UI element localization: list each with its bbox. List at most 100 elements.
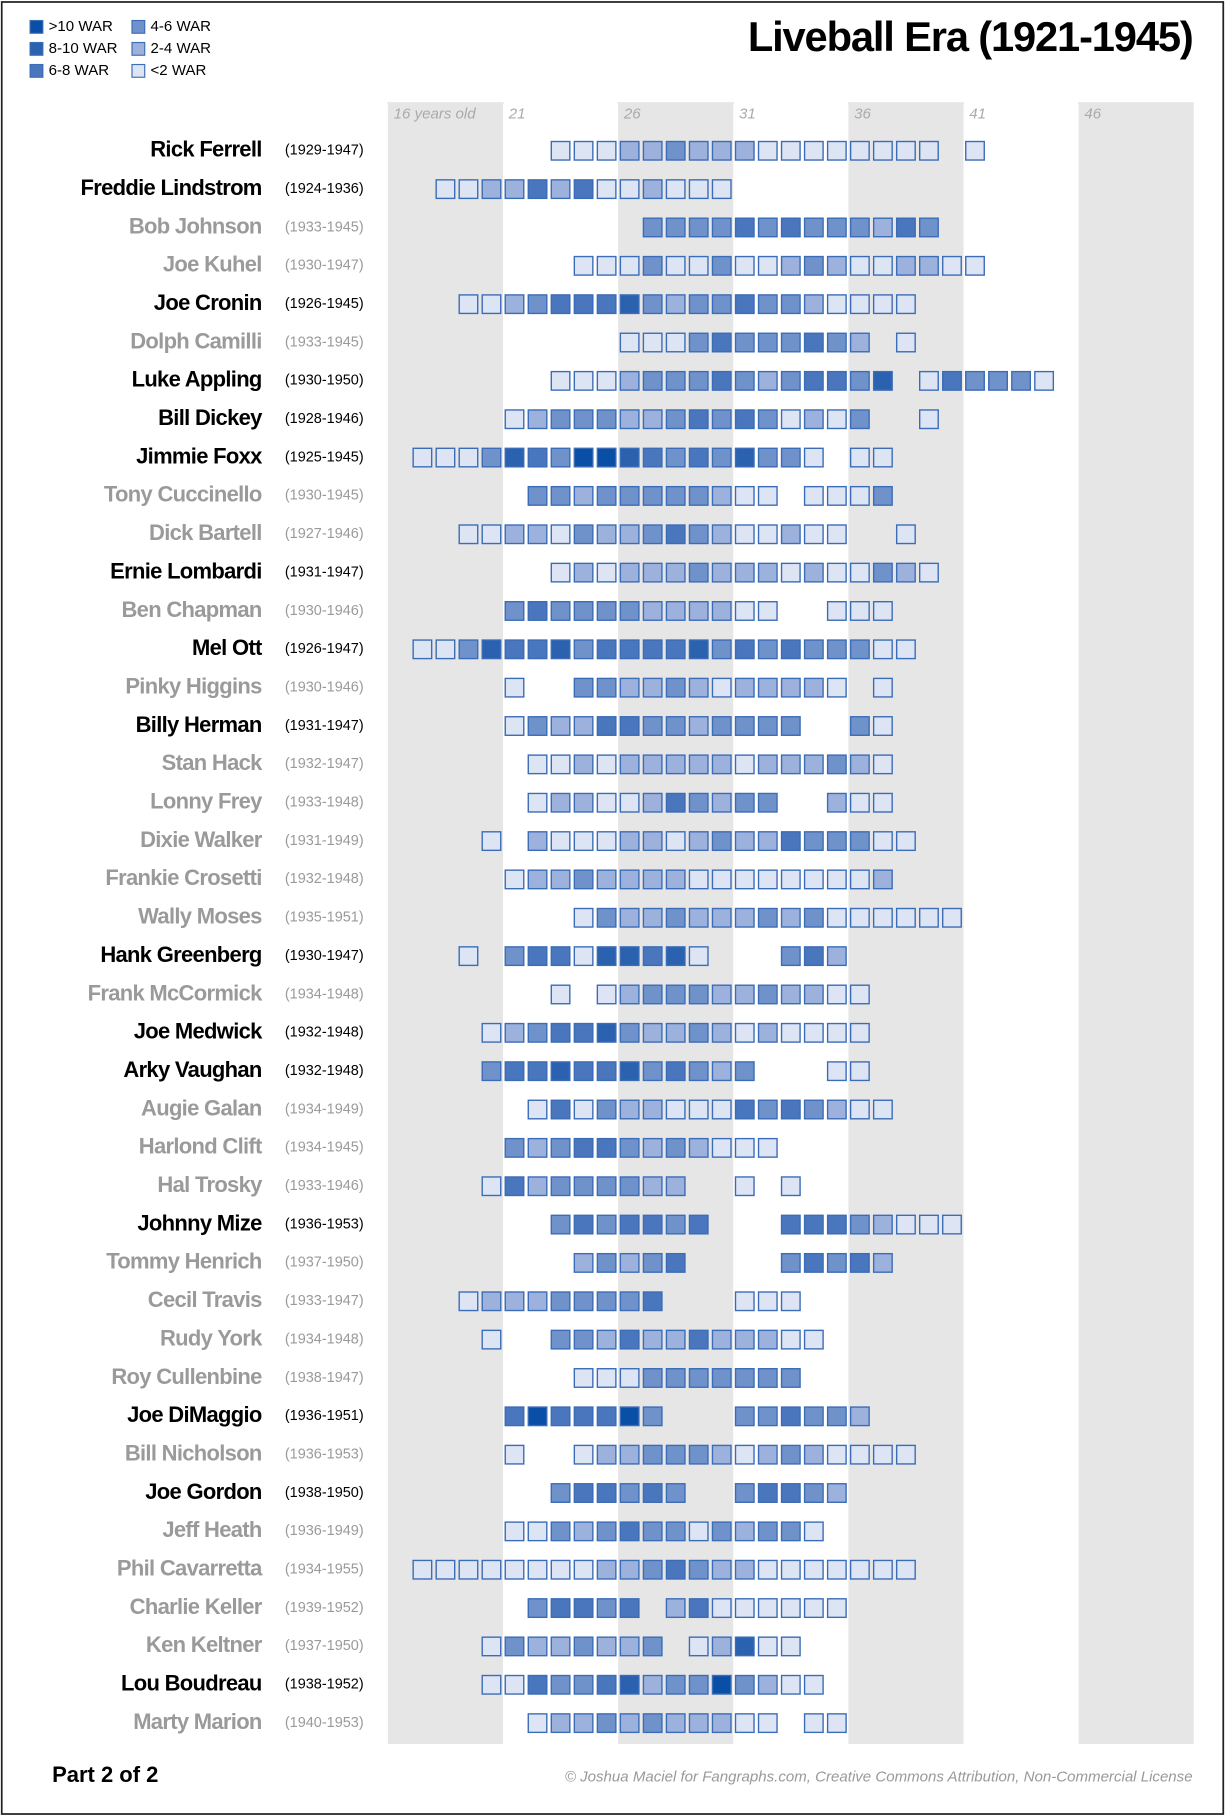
season-box xyxy=(826,1598,847,1619)
season-box xyxy=(550,1636,571,1657)
season-box xyxy=(573,716,594,736)
season-box xyxy=(550,179,571,200)
season-box xyxy=(826,792,847,813)
season-box xyxy=(665,1598,686,1619)
season-box xyxy=(711,332,732,353)
season-box xyxy=(665,294,686,315)
player-years: (1938-1950) xyxy=(285,1485,364,1501)
season-box xyxy=(965,140,985,161)
season-box xyxy=(872,907,893,928)
player-name: Joe Gordon xyxy=(145,1479,262,1504)
season-box xyxy=(596,1176,617,1197)
season-box xyxy=(780,332,801,353)
season-box xyxy=(596,907,617,928)
player-years: (1931-1947) xyxy=(285,718,364,734)
legend-label: 2-4 WAR xyxy=(151,40,212,57)
season-box xyxy=(734,1713,755,1734)
season-box xyxy=(780,831,801,852)
season-box xyxy=(665,370,686,391)
season-box xyxy=(619,1137,640,1158)
season-box xyxy=(826,1099,847,1120)
season-box xyxy=(458,1559,479,1580)
season-box xyxy=(849,716,870,736)
season-box xyxy=(619,1176,640,1197)
season-box xyxy=(527,792,548,813)
player-years: (1934-1949) xyxy=(285,1101,364,1117)
season-box xyxy=(849,562,870,583)
season-box xyxy=(711,1521,732,1542)
season-box xyxy=(803,409,824,430)
season-box xyxy=(918,907,939,928)
season-box xyxy=(642,1674,663,1695)
season-box xyxy=(596,754,617,775)
season-box xyxy=(734,1061,755,1082)
season-box xyxy=(665,1521,686,1542)
season-box xyxy=(803,1022,824,1043)
season-box xyxy=(849,1559,870,1580)
player-name: Lonny Frey xyxy=(150,789,263,814)
season-box xyxy=(458,179,479,200)
season-box xyxy=(826,370,847,391)
season-box xyxy=(826,601,847,621)
season-box xyxy=(642,639,663,660)
player-name: Cecil Travis xyxy=(148,1287,262,1312)
player-name: Rick Ferrell xyxy=(150,137,261,162)
season-box xyxy=(665,677,686,698)
season-box xyxy=(872,831,893,852)
season-box xyxy=(872,447,893,468)
season-box xyxy=(596,677,617,698)
season-box xyxy=(504,677,525,698)
season-box xyxy=(711,370,732,391)
season-box xyxy=(734,907,755,928)
season-box xyxy=(504,1521,525,1542)
season-box xyxy=(711,1636,732,1657)
legend-swatch xyxy=(29,19,44,34)
season-box xyxy=(757,1406,778,1427)
season-box xyxy=(780,140,801,161)
season-box xyxy=(642,1521,663,1542)
season-box xyxy=(826,217,847,238)
season-box xyxy=(872,754,893,775)
season-box xyxy=(849,601,870,621)
season-box xyxy=(481,1061,502,1082)
season-box xyxy=(527,1176,548,1197)
season-box xyxy=(665,485,686,506)
season-box xyxy=(803,1406,824,1427)
season-box xyxy=(711,869,732,890)
season-box xyxy=(642,831,663,852)
season-box xyxy=(573,792,594,813)
season-box xyxy=(573,1636,594,1657)
season-box xyxy=(412,639,433,660)
season-box xyxy=(711,1713,732,1734)
season-box xyxy=(596,1137,617,1158)
season-box xyxy=(826,140,847,161)
season-box xyxy=(803,1099,824,1120)
season-box xyxy=(872,716,893,736)
season-box xyxy=(642,754,663,775)
age-tick-label: 41 xyxy=(969,105,986,122)
season-box xyxy=(596,1214,617,1235)
season-box xyxy=(481,179,502,200)
season-box xyxy=(711,1444,732,1465)
season-box xyxy=(688,1559,709,1580)
season-box xyxy=(803,217,824,238)
season-box xyxy=(504,639,525,660)
season-box xyxy=(872,485,893,506)
season-box xyxy=(849,792,870,813)
season-box xyxy=(619,140,640,161)
season-box xyxy=(550,1713,571,1734)
player-years: (1940-1953) xyxy=(285,1715,364,1731)
season-box xyxy=(619,294,640,315)
season-box xyxy=(734,1137,755,1158)
season-box xyxy=(849,255,870,276)
season-box xyxy=(573,1329,594,1350)
season-box xyxy=(435,179,456,200)
season-box xyxy=(481,1022,502,1043)
season-box xyxy=(619,1483,640,1503)
season-box xyxy=(688,332,709,353)
season-box xyxy=(688,1214,709,1235)
season-box xyxy=(780,1444,801,1465)
player-years: (1929-1947) xyxy=(285,143,364,159)
player-years: (1934-1948) xyxy=(285,1331,364,1347)
season-box xyxy=(988,370,1008,391)
